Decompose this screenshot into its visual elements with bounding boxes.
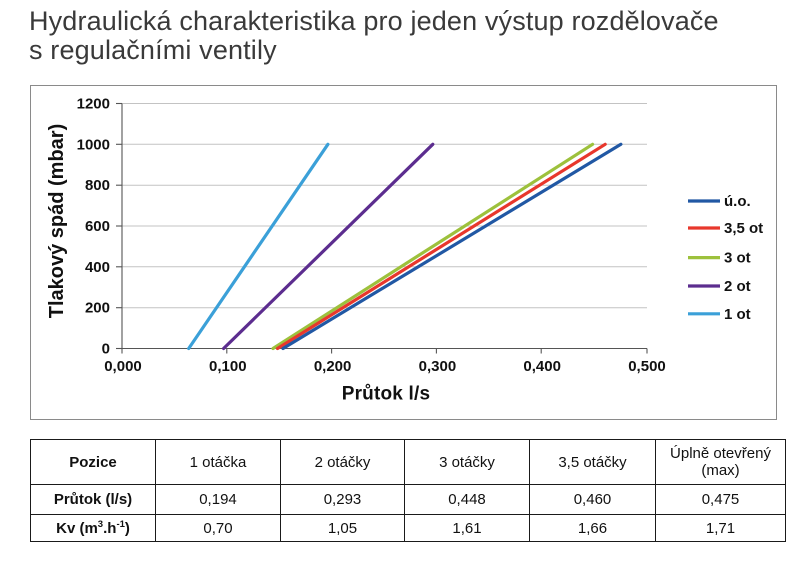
svg-text:0,000: 0,000 [104, 358, 142, 375]
svg-text:ú.o.: ú.o. [724, 193, 751, 210]
svg-text:600: 600 [85, 218, 110, 235]
svg-text:0,200: 0,200 [314, 358, 352, 375]
svg-text:0,100: 0,100 [209, 358, 247, 375]
svg-text:3 ot: 3 ot [724, 250, 751, 267]
svg-text:200: 200 [85, 300, 110, 317]
svg-text:1000: 1000 [77, 136, 110, 153]
svg-text:Průtok l/s: Průtok l/s [342, 384, 431, 405]
svg-text:1 ot: 1 ot [724, 306, 751, 323]
svg-text:0,300: 0,300 [419, 358, 457, 375]
svg-text:3,5 ot: 3,5 ot [724, 220, 763, 237]
svg-text:800: 800 [85, 177, 110, 194]
svg-text:400: 400 [85, 259, 110, 276]
svg-text:Tlakový spád (mbar): Tlakový spád (mbar) [46, 124, 68, 319]
svg-text:0,500: 0,500 [628, 358, 666, 375]
svg-text:2 ot: 2 ot [724, 278, 751, 295]
svg-text:0,400: 0,400 [523, 358, 561, 375]
svg-text:1200: 1200 [77, 96, 110, 113]
svg-text:0: 0 [102, 341, 110, 358]
